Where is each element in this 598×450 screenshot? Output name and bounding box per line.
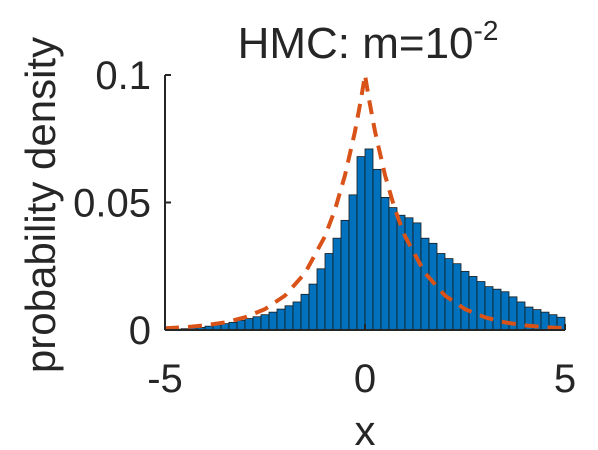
y-tick-label: 0.05: [73, 182, 151, 226]
histogram-bar: [324, 253, 334, 331]
histogram-bar: [420, 237, 430, 331]
histogram-bar: [388, 207, 398, 331]
x-tick-label: 0: [354, 357, 376, 401]
histogram-bars: [164, 148, 566, 331]
x-axis-label: x: [355, 407, 376, 450]
histogram-bar: [468, 276, 478, 331]
x-tick-label: -5: [147, 357, 183, 401]
histogram-bar: [236, 319, 246, 331]
histogram-bar: [380, 196, 390, 331]
histogram-bar: [316, 268, 326, 331]
histogram-bar: [292, 301, 302, 331]
histogram-bar: [364, 148, 374, 331]
histogram-bar: [244, 318, 254, 331]
histogram-bar: [396, 214, 406, 331]
histogram-bar: [332, 237, 342, 331]
histogram-bar: [428, 242, 438, 331]
chart-title: HMC: m=10-2: [238, 15, 499, 68]
y-ticks: 0 0.05 0.1: [73, 54, 171, 353]
histogram-bar: [356, 156, 366, 331]
histogram-bar: [276, 308, 286, 331]
histogram-bar: [308, 283, 318, 331]
histogram-bar: [340, 219, 350, 331]
histogram-bar: [484, 286, 494, 331]
histogram-bar: [260, 314, 270, 331]
histogram-bar: [300, 293, 310, 331]
histogram-bar: [476, 281, 486, 331]
histogram-bar: [460, 270, 470, 331]
y-tick-label: 0.1: [95, 54, 151, 98]
histogram-bar: [412, 222, 422, 331]
y-axis-label: probability density: [17, 37, 64, 373]
histogram-bar: [516, 301, 526, 331]
histogram-bar: [268, 311, 278, 331]
x-tick-label: 5: [554, 357, 576, 401]
histogram-bar: [348, 194, 358, 331]
histogram-bar: [452, 263, 462, 331]
histogram-bar: [492, 288, 502, 331]
histogram-bar: [252, 316, 262, 331]
y-tick-label: 0: [129, 309, 151, 353]
histogram-bar: [284, 305, 294, 331]
histogram-bar: [372, 168, 382, 331]
chart-title-exponent: -2: [474, 15, 499, 46]
histogram-bar: [228, 321, 238, 331]
chart-title-main: HMC: m=10: [238, 19, 474, 68]
x-ticks: -5 0 5: [147, 324, 576, 401]
